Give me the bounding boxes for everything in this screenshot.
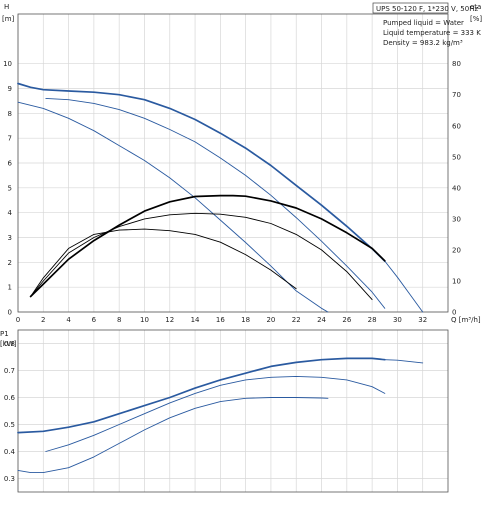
eta-tick-label: 10 — [452, 277, 461, 285]
efficiency-curve — [30, 228, 297, 297]
eta-axis-unit: [%] — [470, 15, 482, 23]
flow-tick-label: 22 — [292, 316, 301, 324]
power-chart-frame — [17, 329, 449, 493]
power-curve — [17, 357, 386, 434]
power-curve — [384, 359, 424, 364]
head-chart-grid — [17, 14, 448, 313]
head-tick-label: 7 — [8, 135, 12, 143]
head-axis-unit: [m] — [2, 15, 15, 23]
power-tick-label: 0.4 — [4, 448, 16, 456]
head-tick-label: 8 — [8, 110, 12, 118]
head-curve — [384, 260, 424, 313]
power-tick-label: 0.6 — [4, 394, 16, 402]
flow-tick-label: 10 — [140, 316, 149, 324]
head-tick-label: 2 — [8, 259, 12, 267]
flow-tick-label: 6 — [92, 316, 97, 324]
axis-tick-labels: 0 2 4 6 8 10 12 14 16 18 20 22 24 26 28 30 3201234567891… — [3, 60, 461, 483]
power-tick-label: 0.7 — [4, 367, 15, 375]
power-curve — [17, 397, 329, 474]
flow-tick-label: 20 — [266, 316, 275, 324]
power-axis-unit: [kW] — [0, 340, 17, 348]
head-chart-frame — [17, 13, 449, 313]
eta-tick-label: 50 — [452, 153, 461, 161]
flow-tick-label: 14 — [191, 316, 200, 324]
flow-tick-label: 24 — [317, 316, 326, 324]
flow-axis-label: Q [m³/h] — [451, 316, 481, 324]
flow-tick-label: 4 — [66, 316, 71, 324]
head-tick-label: 6 — [8, 160, 13, 168]
efficiency-curve — [30, 212, 373, 301]
flow-tick-label: 30 — [393, 316, 402, 324]
head-tick-label: 1 — [8, 284, 12, 292]
power-curve — [45, 375, 386, 452]
legend-line-pumped-liquid: Pumped liquid = Water — [383, 19, 464, 27]
power-chart-grid — [17, 330, 448, 492]
flow-tick-label: 28 — [368, 316, 377, 324]
head-curve — [17, 82, 386, 262]
eta-tick-label: 40 — [452, 184, 461, 192]
legend-title: UPS 50-120 F, 1*230 V, 50Hz — [376, 5, 478, 13]
flow-tick-label: 2 — [41, 316, 45, 324]
head-axis-label: H — [4, 3, 9, 11]
head-tick-label: 5 — [8, 184, 12, 192]
legend-line-density: Density = 983.2 kg/m³ — [383, 39, 463, 47]
power-tick-label: 0.5 — [4, 421, 15, 429]
flow-tick-label: 18 — [241, 316, 250, 324]
head-tick-label: 10 — [3, 60, 12, 68]
eta-tick-label: 60 — [452, 122, 461, 130]
head-curve — [45, 97, 386, 309]
head-tick-label: 0 — [8, 309, 12, 317]
flow-tick-label: 26 — [342, 316, 351, 324]
chart-legend: UPS 50-120 F, 1*230 V, 50Hz Pumped liqui… — [372, 2, 481, 47]
eta-tick-label: 30 — [452, 215, 461, 223]
flow-tick-label: 32 — [418, 316, 427, 324]
head-eta-curves — [17, 82, 424, 313]
eta-tick-label: 80 — [452, 60, 461, 68]
head-tick-label: 4 — [8, 209, 13, 217]
head-tick-label: 3 — [8, 234, 12, 242]
flow-tick-label: 8 — [117, 316, 121, 324]
legend-line-liquid-temperature: Liquid temperature = 333 K — [383, 29, 481, 37]
flow-tick-label: 0 — [16, 316, 20, 324]
head-tick-label: 9 — [8, 85, 12, 93]
eta-tick-label: 20 — [452, 246, 461, 254]
flow-tick-label: 16 — [216, 316, 225, 324]
efficiency-curve — [29, 194, 386, 298]
eta-tick-label: 0 — [452, 309, 456, 317]
flow-tick-label: 12 — [165, 316, 174, 324]
legend-title-box — [372, 2, 449, 14]
eta-tick-label: 70 — [452, 91, 461, 99]
power-curves — [17, 357, 424, 474]
eta-axis-label: eta — [470, 3, 481, 11]
power-axis-label: P1 — [0, 330, 9, 338]
head-curve — [17, 101, 329, 313]
power-tick-label: 0.8 — [4, 340, 15, 348]
power-tick-label: 0.3 — [4, 475, 15, 483]
